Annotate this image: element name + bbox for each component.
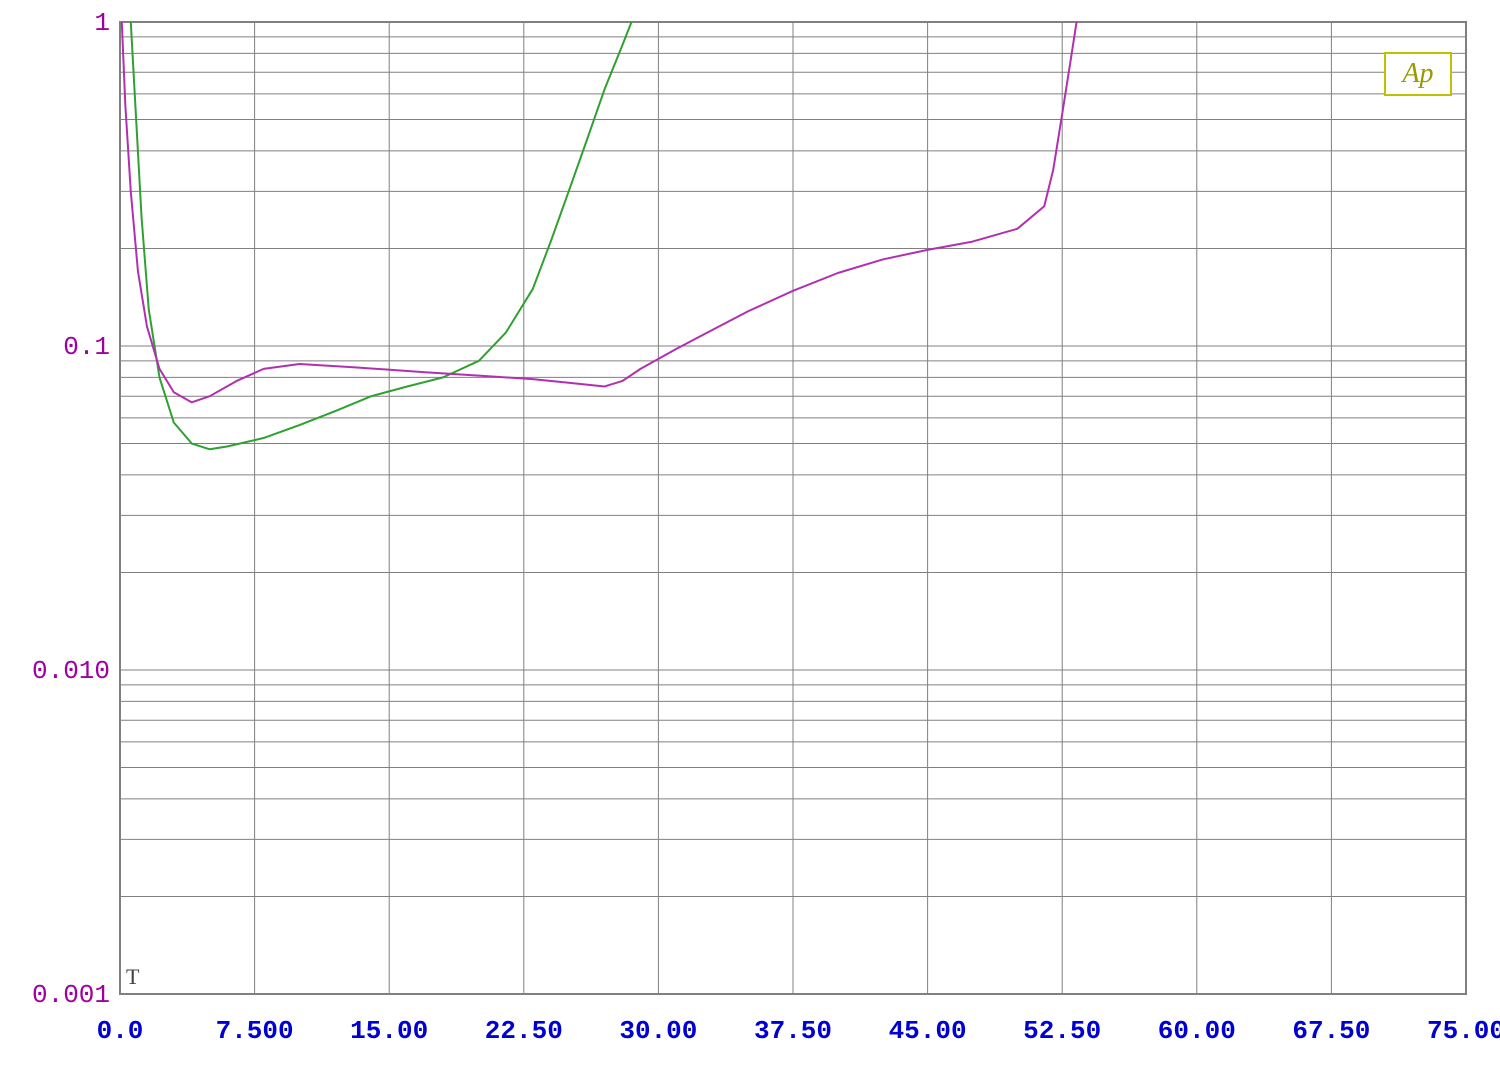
x-tick-label: 37.50 — [738, 1016, 848, 1046]
y-tick-label: 0.010 — [32, 656, 110, 686]
x-tick-label: 75.00 — [1411, 1016, 1500, 1046]
corner-marker: T — [126, 964, 139, 990]
chart-svg — [0, 0, 1500, 1072]
x-tick-label: 30.00 — [603, 1016, 713, 1046]
y-tick-label: 0.001 — [32, 980, 110, 1010]
x-tick-label: 0.0 — [65, 1016, 175, 1046]
x-tick-label: 60.00 — [1142, 1016, 1252, 1046]
log-chart: 0.001 0.010 0.1 1 0.0 7.500 15.00 22.50 30.00 37… — [0, 0, 1500, 1072]
x-tick-label: 67.50 — [1276, 1016, 1386, 1046]
legend-box: Ap — [1384, 52, 1452, 96]
y-tick-label: 1 — [94, 8, 110, 38]
y-tick-label: 0.1 — [63, 332, 110, 362]
corner-marker-text: T — [126, 964, 139, 989]
x-tick-label: 22.50 — [469, 1016, 579, 1046]
x-tick-label: 15.00 — [334, 1016, 444, 1046]
x-tick-label: 7.500 — [200, 1016, 310, 1046]
legend-label: Ap — [1402, 58, 1433, 90]
x-tick-label: 52.50 — [1007, 1016, 1117, 1046]
x-tick-label: 45.00 — [873, 1016, 983, 1046]
